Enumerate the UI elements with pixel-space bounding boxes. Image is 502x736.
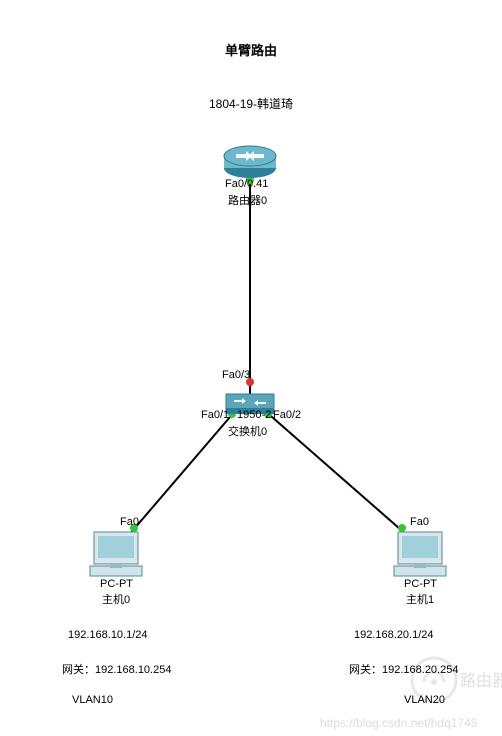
pc0-gw: 网关：192.168.10.254 — [62, 661, 171, 677]
pc1-ip: 192.168.20.1/24 — [354, 629, 434, 641]
switch-model: 1950-2 — [237, 409, 271, 421]
svg-text:路由器: 路由器 — [460, 672, 502, 690]
watermark-url: https://blog.csdn.net/hdq1745 — [320, 716, 477, 730]
switch-iface-up: Fa0/3 — [222, 369, 250, 381]
switch-label: 交换机0 — [228, 423, 267, 439]
pc0-name: 主机0 — [102, 591, 130, 607]
title-author: 1804-19-韩道琦 — [209, 95, 293, 112]
switch-iface-left: Fa0/1 — [201, 409, 229, 421]
pc1-gw: 网关：192.168.20.254 — [349, 661, 458, 677]
pc0-vlan: VLAN10 — [72, 694, 113, 706]
pc0-ip: 192.168.10.1/24 — [68, 629, 148, 641]
switch-iface-right: Fa0/2 — [273, 409, 301, 421]
pc0-iface: Fa0 — [120, 516, 139, 528]
title-main: 单臂路由 — [225, 40, 277, 59]
pc1-iface: Fa0 — [410, 516, 429, 528]
pc1-type: PC-PT — [404, 578, 437, 590]
pc1-name: 主机1 — [406, 591, 434, 607]
router-iface: Fa0/0.41 — [225, 178, 268, 190]
pc0-type: PC-PT — [100, 578, 133, 590]
pc1-vlan: VLAN20 — [404, 694, 445, 706]
router-label: 路由器0 — [228, 192, 267, 208]
